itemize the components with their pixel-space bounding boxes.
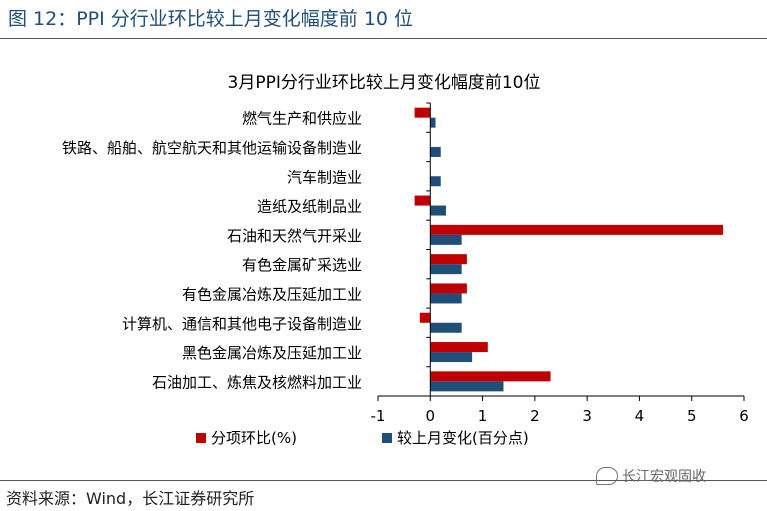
watermark-text: 长江宏观固收 <box>622 469 706 485</box>
x-tick-label: 1 <box>478 407 488 425</box>
top-rule <box>0 38 767 39</box>
bar-series1 <box>430 254 467 265</box>
legend-swatch-series1 <box>196 433 206 443</box>
bar-series2 <box>430 234 462 245</box>
x-tick-label: -1 <box>371 407 386 425</box>
x-tick-label: 0 <box>426 407 436 425</box>
x-tick-label: 5 <box>687 407 697 425</box>
chart-title: 3月PPI分行业环比较上月变化幅度前10位 <box>228 73 541 93</box>
category-label: 有色金属矿采选业 <box>242 256 362 274</box>
x-tick-label: 2 <box>530 407 540 425</box>
category-label: 黑色金属冶炼及压延加工业 <box>182 344 362 362</box>
bar-series2 <box>430 381 504 392</box>
bar-series2 <box>430 117 436 128</box>
legend-label-series2: 较上月变化(百分点) <box>397 429 529 447</box>
bar-series2 <box>430 352 473 363</box>
wechat-icon <box>596 467 618 485</box>
bar-series1 <box>430 342 488 353</box>
category-label: 有色金属冶炼及压延加工业 <box>182 285 362 303</box>
bar-series1 <box>414 107 431 118</box>
x-tick-label: 4 <box>635 407 645 425</box>
x-tick-label: 6 <box>739 407 749 425</box>
bar-series2 <box>430 146 441 157</box>
legend-swatch-series2 <box>382 433 392 443</box>
bar-chart: 3月PPI分行业环比较上月变化幅度前10位燃气生产和供应业铁路、船舶、航空航天和… <box>62 73 749 447</box>
category-label: 燃气生产和供应业 <box>242 110 362 128</box>
category-label: 造纸及纸制品业 <box>257 198 362 216</box>
bar-series1 <box>430 283 467 294</box>
category-label: 石油加工、炼焦及核燃料加工业 <box>152 373 362 391</box>
source-note: 资料来源：Wind，长江证券研究所 <box>6 489 255 508</box>
category-label: 石油和天然气开采业 <box>227 227 362 245</box>
bar-series2 <box>430 264 462 275</box>
bar-series1 <box>419 312 431 323</box>
category-label: 汽车制造业 <box>287 168 362 186</box>
legend-label-series1: 分项环比(%) <box>211 429 297 447</box>
bar-series1 <box>414 195 431 206</box>
category-label: 计算机、通信和其他电子设备制造业 <box>122 315 362 333</box>
bar-series2 <box>430 293 462 304</box>
bar-series2 <box>430 205 446 216</box>
watermark: 长江宏观固收 <box>596 466 706 486</box>
bottom-rule <box>0 480 767 481</box>
bar-series2 <box>430 176 441 187</box>
x-tick-label: 3 <box>582 407 592 425</box>
category-label: 铁路、船舶、航空航天和其他运输设备制造业 <box>62 139 362 157</box>
bar-series1 <box>430 224 724 235</box>
bar-series1 <box>430 371 551 382</box>
figure-title: 图 12：PPI 分行业环比较上月变化幅度前 10 位 <box>8 8 414 30</box>
bar-series2 <box>430 322 462 333</box>
